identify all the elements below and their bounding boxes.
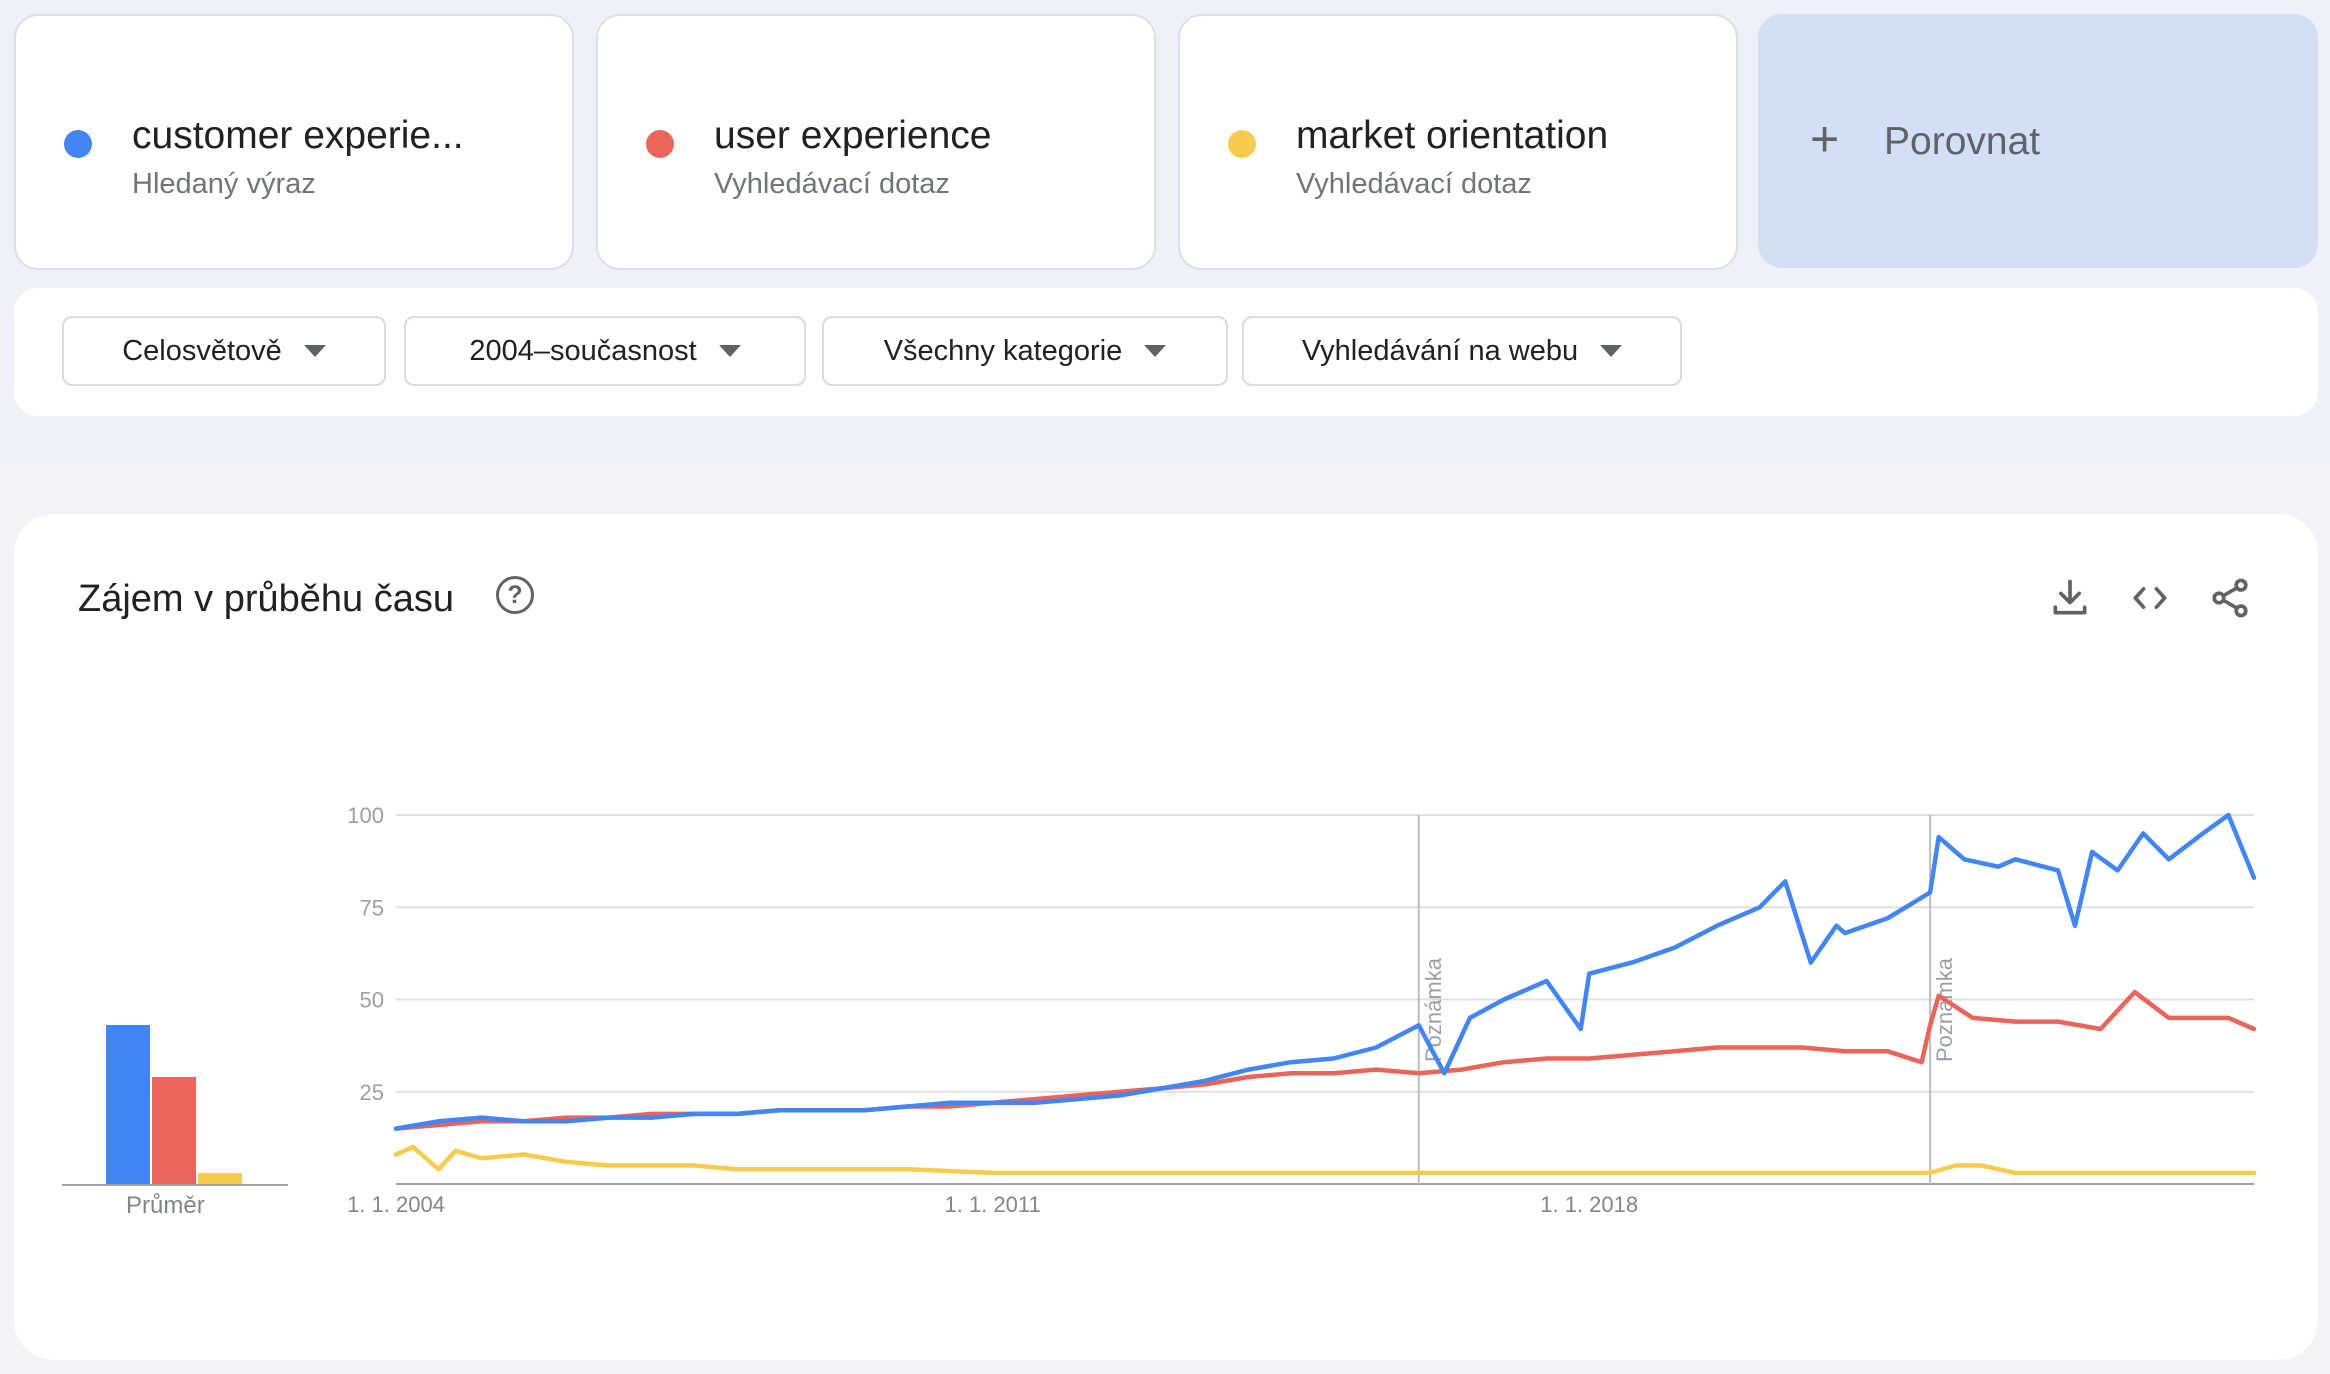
dropdown-arrow-icon [1600,345,1623,357]
term-name: customer experie... [132,114,464,157]
series-color-dot [64,130,92,158]
average-label: Průměr [126,1192,205,1219]
embed-code-icon[interactable] [2128,576,2172,620]
x-tick-label: 1. 1. 2011 [944,1192,1040,1217]
average-bar-market-orientation [198,1172,242,1184]
series-line-2 [393,1144,2257,1176]
interest-line-chart: 25 50 75 100 1. 1. 2004 1. 1. 2011 1. 1. 2018 P… [347,803,2257,1217]
y-tick-label: 25 [360,1080,384,1105]
filter-bar: Celosvětově 2004–současnost Všechny kate… [14,288,2318,416]
dropdown-arrow-icon [303,345,326,357]
interest-over-time-card: Zájem v průběhu času ? Průměr 25 50 75 100 1… [14,514,2318,1360]
filter-search-type-label: Vyhledávání na webu [1301,334,1579,367]
term-card-user-experience[interactable]: user experience Vyhledávací dotaz [596,14,1156,270]
x-tick-label: 1. 1. 2018 [1540,1192,1638,1217]
filter-time-range-dropdown[interactable]: 2004–současnost [404,316,806,386]
x-tick-label: 1. 1. 2004 [347,1192,445,1217]
filter-region-dropdown[interactable]: Celosvětově [62,316,386,386]
series-line-0 [393,812,2257,1131]
y-tick-label: 50 [360,988,384,1013]
filter-category-label: Všechny kategorie [883,334,1123,367]
share-icon[interactable] [2208,576,2252,620]
y-tick-label: 100 [347,803,384,828]
average-axis [62,1184,288,1186]
annotation-label: Poznámka [1421,957,1446,1062]
term-name: user experience [714,114,992,157]
download-icon[interactable] [2048,576,2092,620]
chart-title: Zájem v průběhu času [78,578,454,620]
plus-icon: + [1810,111,1840,167]
series-color-dot [1228,130,1256,158]
term-type: Vyhledávací dotaz [714,168,950,200]
filter-time-range-label: 2004–současnost [469,334,697,367]
dropdown-arrow-icon [718,345,741,357]
filter-category-dropdown[interactable]: Všechny kategorie [822,316,1228,386]
filter-search-type-dropdown[interactable]: Vyhledávání na webu [1242,316,1682,386]
series-color-dot [646,130,674,158]
average-bar-customer-experience [106,1024,150,1184]
y-tick-label: 75 [360,895,384,920]
average-bar-user-experience [152,1076,196,1184]
term-type: Hledaný výraz [132,168,316,200]
question-circle-icon[interactable]: ? [496,576,534,614]
term-card-market-orientation[interactable]: market orientation Vyhledávací dotaz [1178,14,1738,270]
term-name: market orientation [1296,114,1609,157]
term-type: Vyhledávací dotaz [1296,168,1532,200]
filter-region-label: Celosvětově [122,334,282,367]
compare-button[interactable]: + Porovnat [1758,14,2318,268]
dropdown-arrow-icon [1144,345,1167,357]
compare-label: Porovnat [1884,120,2041,163]
term-card-customer-experience[interactable]: customer experie... Hledaný výraz [14,14,574,270]
